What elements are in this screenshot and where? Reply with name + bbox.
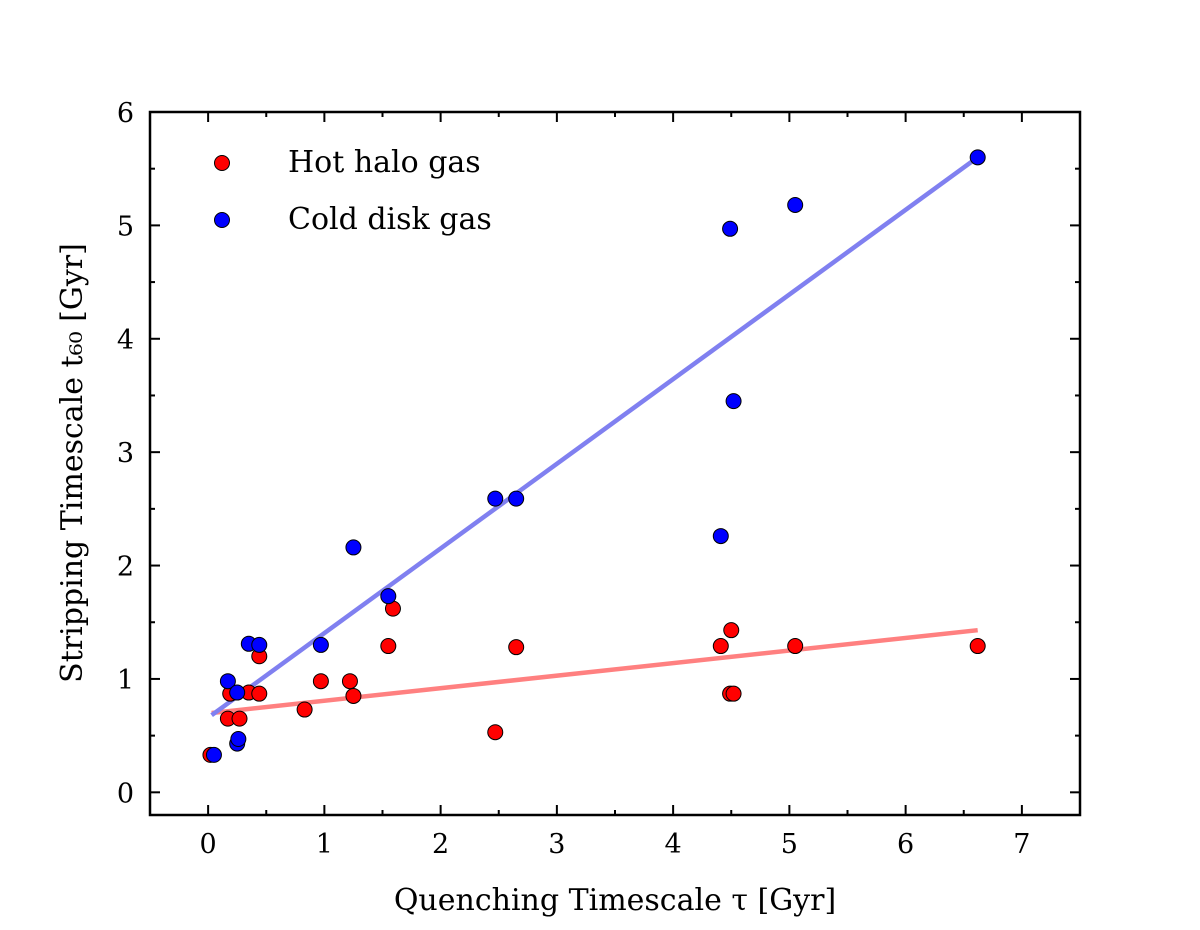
y-tick-label: 5 bbox=[117, 211, 134, 242]
fit-line-0 bbox=[211, 627, 978, 716]
data-point-s1-15 bbox=[787, 196, 804, 213]
axis-ticks bbox=[149, 111, 1081, 815]
legend-label-hot-halo-gas: Hot halo gas bbox=[288, 145, 481, 180]
data-points bbox=[202, 149, 986, 763]
data-point-s0-15 bbox=[712, 638, 729, 655]
data-point-s0-6 bbox=[251, 685, 268, 702]
data-point-s0-20 bbox=[969, 638, 986, 655]
data-point-s1-14 bbox=[725, 393, 742, 410]
x-tick-label: 7 bbox=[1013, 829, 1030, 860]
y-tick-label: 3 bbox=[117, 438, 134, 469]
y-tick-label: 4 bbox=[117, 325, 134, 356]
data-point-s1-0 bbox=[205, 746, 222, 763]
data-point-s1-11 bbox=[508, 490, 525, 507]
x-tick-label: 2 bbox=[432, 829, 449, 860]
y-tick-label: 0 bbox=[117, 778, 134, 809]
data-point-s0-14 bbox=[508, 639, 525, 656]
data-point-s1-12 bbox=[712, 528, 729, 545]
data-point-s1-7 bbox=[312, 636, 329, 653]
y-axis-label: Stripping Timescale t₆₀ [Gyr] bbox=[55, 243, 90, 683]
data-point-s1-6 bbox=[251, 636, 268, 653]
data-point-s1-8 bbox=[345, 539, 362, 556]
data-point-s1-3 bbox=[230, 731, 247, 748]
data-point-s0-10 bbox=[345, 687, 362, 704]
data-point-s1-13 bbox=[722, 220, 739, 237]
data-point-s0-13 bbox=[487, 724, 504, 741]
y-tick-label: 1 bbox=[117, 665, 134, 696]
legend-marker-hot-halo-gas bbox=[214, 155, 230, 171]
legend-label-cold-disk-gas: Cold disk gas bbox=[288, 202, 492, 237]
y-tick-label: 2 bbox=[117, 552, 134, 583]
data-point-s0-19 bbox=[787, 638, 804, 655]
data-point-s0-18 bbox=[725, 685, 742, 702]
x-tick-label: 1 bbox=[316, 829, 333, 860]
x-tick-label: 3 bbox=[548, 829, 565, 860]
fit-line-1 bbox=[210, 155, 980, 718]
x-tick-label: 4 bbox=[665, 829, 682, 860]
data-point-s0-3 bbox=[231, 710, 248, 727]
data-point-s1-1 bbox=[219, 673, 236, 690]
data-point-s1-16 bbox=[969, 149, 986, 166]
x-tick-label: 5 bbox=[781, 829, 798, 860]
data-point-s0-11 bbox=[380, 638, 397, 655]
y-tick-label: 6 bbox=[117, 98, 134, 129]
fit-lines bbox=[210, 155, 980, 718]
tick-labels: 0 1 2 3 4 5 6 7 0 1 2 3 4 5 6 bbox=[117, 98, 1031, 860]
data-point-s0-8 bbox=[312, 673, 329, 690]
legend: Hot halo gas Cold disk gas bbox=[214, 145, 492, 237]
data-point-s0-7 bbox=[296, 701, 313, 718]
data-point-s1-9 bbox=[380, 588, 397, 605]
x-tick-label: 6 bbox=[897, 829, 914, 860]
data-point-s1-10 bbox=[487, 490, 504, 507]
data-point-s0-9 bbox=[341, 673, 358, 690]
data-point-s0-17 bbox=[723, 622, 740, 639]
legend-marker-cold-disk-gas bbox=[214, 212, 230, 228]
x-tick-label: 0 bbox=[200, 829, 217, 860]
data-point-s1-4 bbox=[229, 684, 246, 701]
x-axis-label: Quenching Timescale τ [Gyr] bbox=[394, 883, 836, 918]
